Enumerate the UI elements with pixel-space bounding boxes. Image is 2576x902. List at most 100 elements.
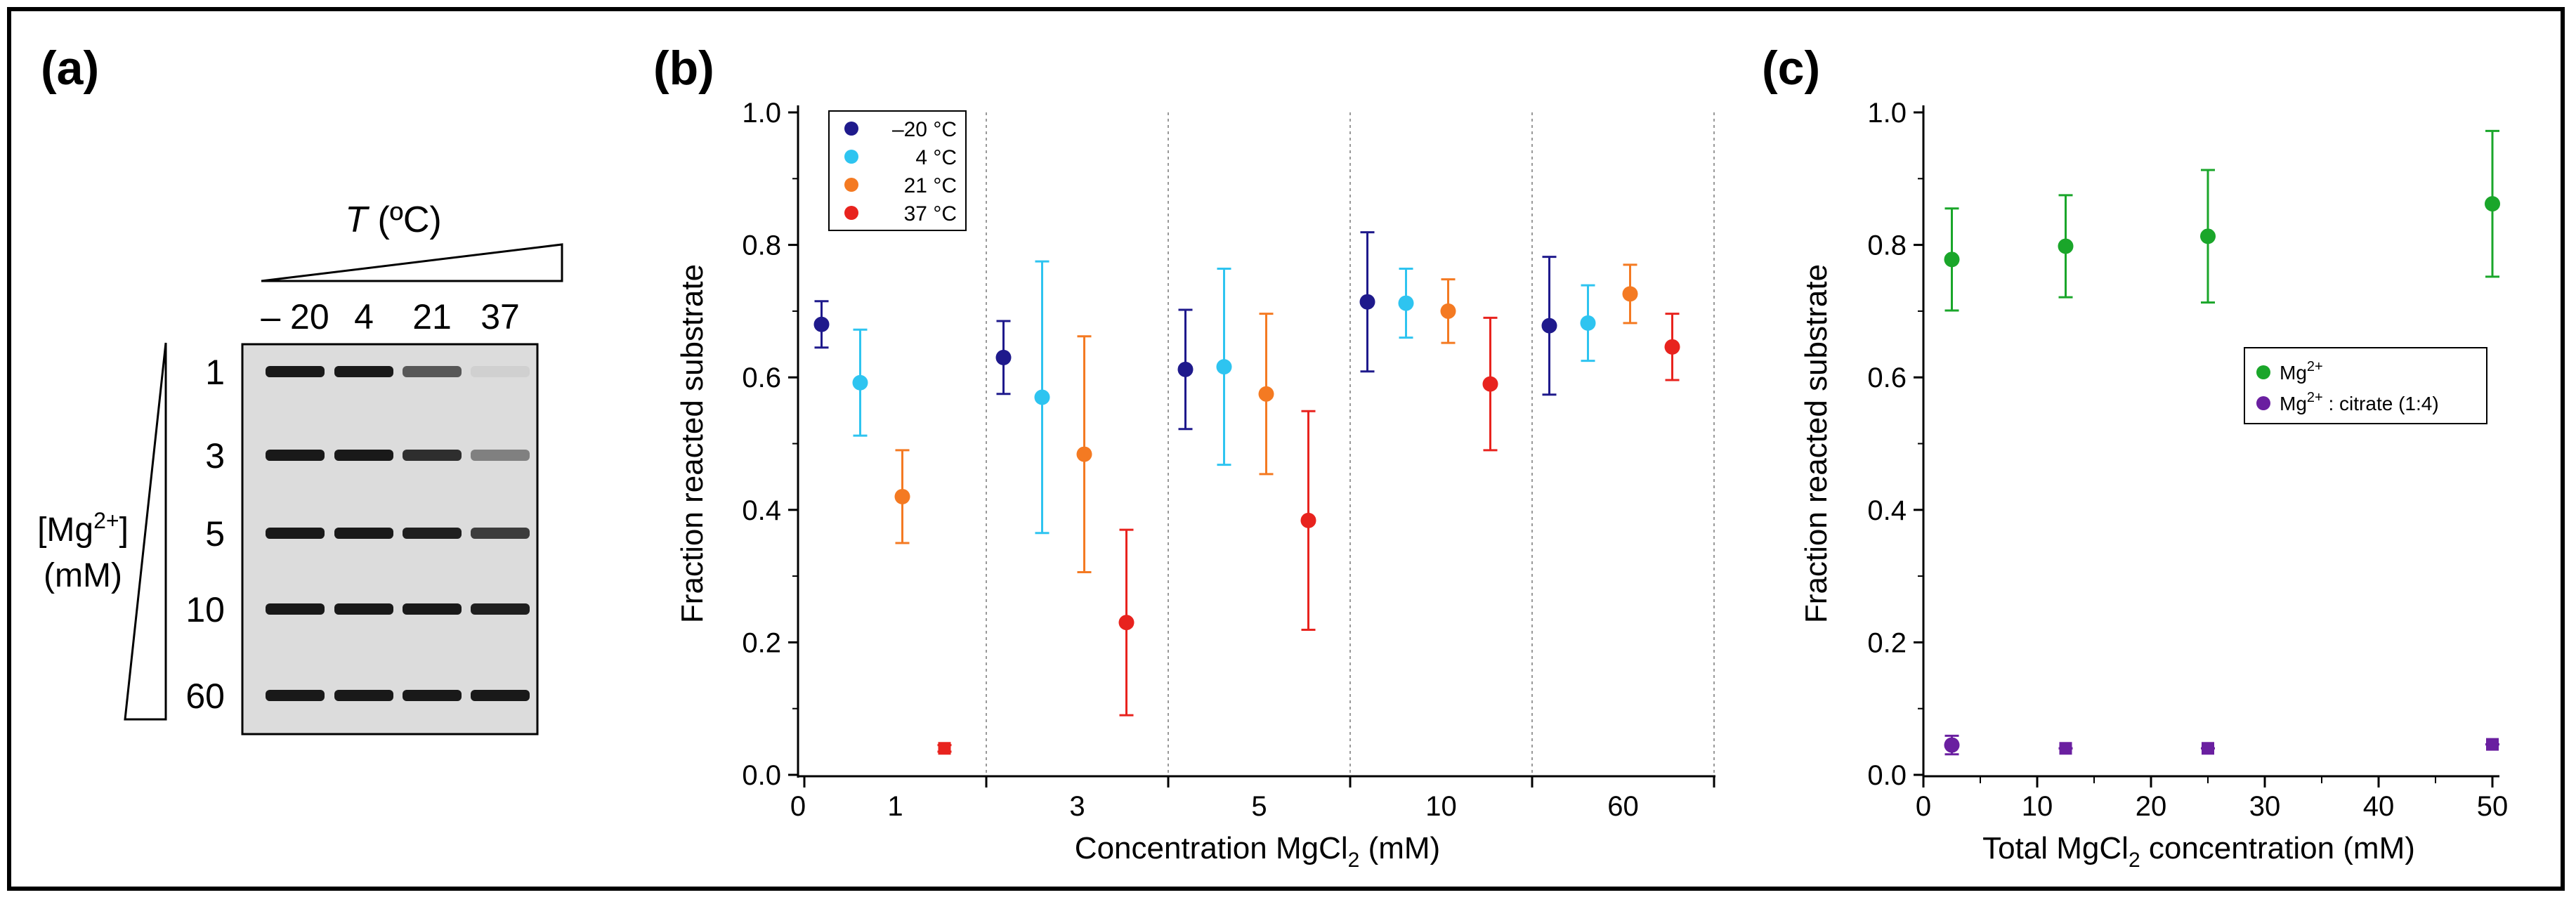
- mg-concentration-label: 3: [205, 436, 225, 476]
- x-tick-label: 40: [2363, 791, 2395, 822]
- legend-label: Mg2+: [2280, 359, 2323, 384]
- x-axis-label: Concentration MgCl2 (mM): [1075, 831, 1440, 872]
- data-point: [1944, 251, 1960, 268]
- y-tick-label: 0.8: [742, 230, 781, 261]
- data-point: [1076, 446, 1092, 462]
- mg-unit-label: (mM): [44, 557, 122, 594]
- data-point: [995, 349, 1012, 365]
- x-tick-label: 0: [1916, 791, 1931, 822]
- gel-band: [403, 528, 462, 539]
- gel-band: [403, 603, 462, 615]
- data-point: [1216, 359, 1232, 375]
- data-point: [1118, 615, 1135, 631]
- gel-band: [471, 528, 530, 539]
- gel-band: [403, 366, 462, 377]
- mg-concentration-label: 10: [185, 590, 225, 629]
- x-axis-label: Total MgCl2 concentration (mM): [1982, 831, 2415, 872]
- gel-band: [403, 450, 462, 461]
- data-point: [813, 316, 830, 332]
- gel-band: [266, 450, 325, 461]
- data-point: [2058, 238, 2074, 254]
- y-tick-label: 0.0: [742, 760, 781, 791]
- y-tick-label: 1.0: [742, 98, 781, 129]
- x-tick-label: 0: [790, 791, 806, 822]
- legend-label: 4 °C: [915, 146, 957, 169]
- data-point: [1622, 286, 1638, 302]
- y-tick-label: 0.2: [1867, 627, 1907, 658]
- data-point: [1482, 376, 1498, 392]
- y-tick-label: 0.6: [742, 362, 781, 393]
- data-point: [894, 488, 910, 504]
- y-tick-label: 0.8: [1867, 230, 1907, 261]
- x-tick-label: 3: [1069, 791, 1085, 822]
- gel-band: [471, 603, 530, 615]
- data-point: [2202, 742, 2214, 755]
- gel-band: [471, 366, 530, 377]
- temperature-ramp-triangle: [261, 243, 563, 282]
- gel-band: [266, 366, 325, 377]
- gel-band: [266, 528, 325, 539]
- gel-band: [334, 366, 393, 377]
- y-axis-label: Fraction reacted substrate: [675, 264, 710, 623]
- gel-band: [266, 690, 325, 701]
- legend-label: 21 °C: [904, 174, 957, 197]
- mg-axis-label: [Mg2+]: [37, 508, 129, 549]
- x-tick-label: 50: [2477, 791, 2509, 822]
- data-point: [1034, 389, 1050, 405]
- temperature-label: 37: [480, 297, 520, 336]
- data-point: [2485, 196, 2500, 212]
- legend-label: 37 °C: [904, 202, 957, 226]
- data-point: [2059, 742, 2072, 755]
- data-point: [1580, 315, 1596, 331]
- data-point: [1440, 303, 1456, 319]
- figure-frame: [7, 7, 2565, 891]
- legend-marker: [2256, 365, 2270, 379]
- x-tick-label: 5: [1251, 791, 1267, 822]
- mg-ramp-triangle: [124, 342, 167, 721]
- mg-concentration-label: 60: [185, 676, 225, 716]
- y-tick-label: 1.0: [1867, 98, 1907, 129]
- gel-band: [334, 603, 393, 615]
- legend-label: –20 °C: [892, 118, 957, 141]
- data-point: [1398, 295, 1414, 311]
- data-point: [2200, 228, 2216, 244]
- x-tick-label: 10: [2022, 791, 2053, 822]
- y-tick-label: 0.2: [742, 627, 781, 658]
- data-point: [1258, 386, 1274, 402]
- gel-band: [471, 690, 530, 701]
- mg-concentration-label: 5: [205, 514, 225, 554]
- data-point: [1541, 318, 1557, 334]
- temperature-axis-label: T (ºC): [345, 200, 441, 240]
- x-tick-label: 10: [1425, 791, 1457, 822]
- temperature-label: – 20: [261, 297, 329, 336]
- mg-concentration-label: 1: [205, 353, 225, 392]
- temperature-label: 21: [412, 297, 452, 336]
- data-point: [2486, 738, 2499, 751]
- temperature-label: 4: [354, 297, 374, 336]
- legend-box: [2244, 347, 2487, 424]
- y-tick-label: 0.6: [1867, 362, 1907, 393]
- gel-image: [241, 343, 539, 736]
- legend-marker: [844, 150, 858, 164]
- y-tick-label: 0.4: [1867, 495, 1907, 526]
- gel-band: [334, 690, 393, 701]
- gel-band: [266, 603, 325, 615]
- legend-marker: [844, 178, 858, 192]
- x-tick-label: 1: [887, 791, 903, 822]
- data-point: [1359, 294, 1375, 310]
- panel-b-label: (b): [653, 41, 714, 95]
- x-tick-label: 60: [1607, 791, 1639, 822]
- legend-marker: [844, 206, 858, 220]
- legend-marker: [2256, 396, 2270, 410]
- gel-band: [403, 690, 462, 701]
- gel-band: [471, 450, 530, 461]
- y-tick-label: 0.4: [742, 495, 781, 526]
- panel-c-label: (c): [1762, 41, 1821, 95]
- data-point: [938, 742, 951, 755]
- legend-marker: [844, 122, 858, 136]
- legend-label: Mg2+ : citrate (1:4): [2280, 390, 2439, 414]
- data-point: [1300, 512, 1316, 528]
